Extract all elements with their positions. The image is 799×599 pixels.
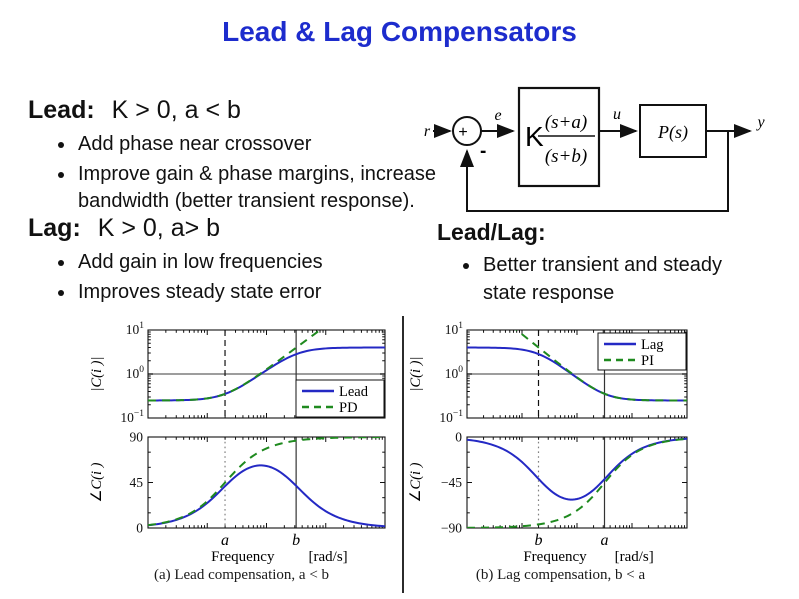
axis-ticks bbox=[147, 436, 386, 529]
diagram-input-label: r bbox=[424, 123, 431, 140]
axes-box bbox=[147, 436, 386, 529]
x-axis-label: Frequency bbox=[523, 549, 587, 564]
corner-frequency-label: b bbox=[292, 532, 300, 549]
sum-minus-sign: - bbox=[480, 141, 486, 162]
lag-condition: K > 0, a> b bbox=[97, 214, 221, 242]
svg-text:101: 101 bbox=[445, 321, 464, 337]
control-signal-label: u bbox=[613, 106, 621, 123]
lead-magnitude-plot: Lead PD 101 100 10−1 |C(i )| bbox=[88, 320, 395, 429]
lag-magnitude-plot: Lag PI 101 100 10−1 |C(i )| bbox=[407, 320, 714, 429]
axis-ticks bbox=[466, 436, 688, 529]
leadlag-heading: Lead/Lag: bbox=[437, 219, 546, 245]
x-axis-unit: [rad/s] bbox=[615, 549, 654, 564]
page-title: Lead & Lag Compensators bbox=[222, 16, 577, 47]
y-tick-labels: 101 100 10−1 bbox=[120, 321, 145, 425]
svg-text:10−1: 10−1 bbox=[120, 409, 144, 424]
output-signal-label: y bbox=[755, 114, 765, 131]
legend-label: Lag bbox=[641, 337, 664, 353]
corner-frequency-label: a bbox=[601, 532, 609, 549]
curve-pd bbox=[148, 330, 322, 402]
curve-pd bbox=[148, 437, 385, 527]
axes-box bbox=[466, 436, 688, 529]
svg-text:−90: −90 bbox=[441, 521, 462, 536]
svg-text:100: 100 bbox=[445, 365, 464, 381]
lag-bullet-list: Add gain in low frequencies Improves ste… bbox=[28, 249, 416, 306]
y-tick-labels: 101 100 10−1 bbox=[439, 321, 464, 425]
axis-ticks bbox=[466, 329, 688, 419]
corner-frequency-label: a bbox=[221, 532, 229, 549]
caption-lag: (b) Lag compensation, b < a bbox=[475, 567, 646, 583]
lead-heading-line: Lead: K > 0, a < b bbox=[28, 96, 438, 125]
legend-label: PD bbox=[339, 400, 358, 416]
lead-condition: K > 0, a < b bbox=[111, 96, 241, 124]
lag-bullet-1: Add gain in low frequencies bbox=[76, 249, 416, 277]
feedback-path bbox=[460, 131, 729, 212]
svg-text:45: 45 bbox=[130, 475, 144, 490]
lag-section: Lag: K > 0, a> b Add gain in low frequen… bbox=[28, 214, 428, 308]
lead-bullet-1: Add phase near crossover bbox=[76, 131, 448, 159]
y-axis-label: |C(i )| bbox=[89, 357, 105, 392]
lag-bullet-2: Improves steady state error bbox=[76, 279, 416, 307]
svg-text:−45: −45 bbox=[441, 475, 462, 490]
curve-lead bbox=[148, 346, 385, 402]
leadlag-bullet-1: Better transient and steady state respon… bbox=[481, 252, 731, 307]
sum-plus-sign: + bbox=[458, 124, 467, 141]
x-axis-label: Frequency bbox=[211, 549, 275, 564]
curve-lead bbox=[148, 464, 385, 528]
x-axis-unit: [rad/s] bbox=[309, 549, 348, 564]
compensator-gain-label: K bbox=[525, 121, 544, 152]
y-tick-labels: 90 45 0 bbox=[130, 430, 144, 536]
curve-pi bbox=[467, 437, 687, 528]
figure-divider-line bbox=[402, 316, 404, 593]
curve-lag bbox=[467, 437, 687, 501]
y-tick-labels: 0 −45 −90 bbox=[441, 430, 462, 536]
lag-heading: Lag: bbox=[28, 214, 81, 242]
svg-text:0: 0 bbox=[455, 430, 462, 445]
leadlag-section: Lead/Lag: Better transient and steady st… bbox=[437, 219, 747, 309]
lead-phase-plot: 90 45 0 ∠C(i ) a b Frequency [rad/s] bbox=[88, 428, 395, 569]
svg-text:100: 100 bbox=[126, 365, 145, 381]
feedback-block-diagram: r + - e K (s+a) (s+b) u P(s) y bbox=[424, 86, 765, 212]
svg-text:101: 101 bbox=[126, 321, 145, 337]
compensator-block bbox=[517, 86, 601, 188]
y-axis-label: ∠C(i ) bbox=[408, 462, 424, 502]
lead-section: Lead: K > 0, a < b Add phase near crosso… bbox=[28, 96, 438, 218]
lead-bullet-2: Improve gain & phase margins, increase b… bbox=[76, 161, 448, 216]
lead-heading: Lead: bbox=[28, 96, 95, 124]
legend-label: Lead bbox=[339, 384, 369, 400]
y-axis-label: |C(i )| bbox=[408, 357, 424, 392]
plant-label: P(s) bbox=[657, 122, 688, 143]
svg-text:90: 90 bbox=[130, 430, 144, 445]
y-axis-label: ∠C(i ) bbox=[89, 462, 105, 502]
curve-pi bbox=[515, 330, 687, 402]
lag-phase-plot: 0 −45 −90 ∠C(i ) b a Frequency [rad/s] bbox=[407, 428, 714, 569]
compensator-numerator: (s+a) bbox=[545, 112, 587, 133]
lag-heading-line: Lag: K > 0, a> b bbox=[28, 214, 428, 243]
compensator-denominator: (s+b) bbox=[545, 146, 587, 167]
error-signal-label: e bbox=[494, 107, 501, 124]
svg-text:10−1: 10−1 bbox=[439, 409, 463, 424]
legend-label: PI bbox=[641, 353, 654, 369]
lead-bullet-list: Add phase near crossover Improve gain & … bbox=[28, 131, 448, 216]
leadlag-bullet-list: Better transient and steady state respon… bbox=[437, 252, 731, 307]
corner-frequency-label: b bbox=[535, 532, 543, 549]
caption-lead: (a) Lead compensation, a < b bbox=[153, 567, 330, 583]
svg-text:0: 0 bbox=[136, 521, 143, 536]
